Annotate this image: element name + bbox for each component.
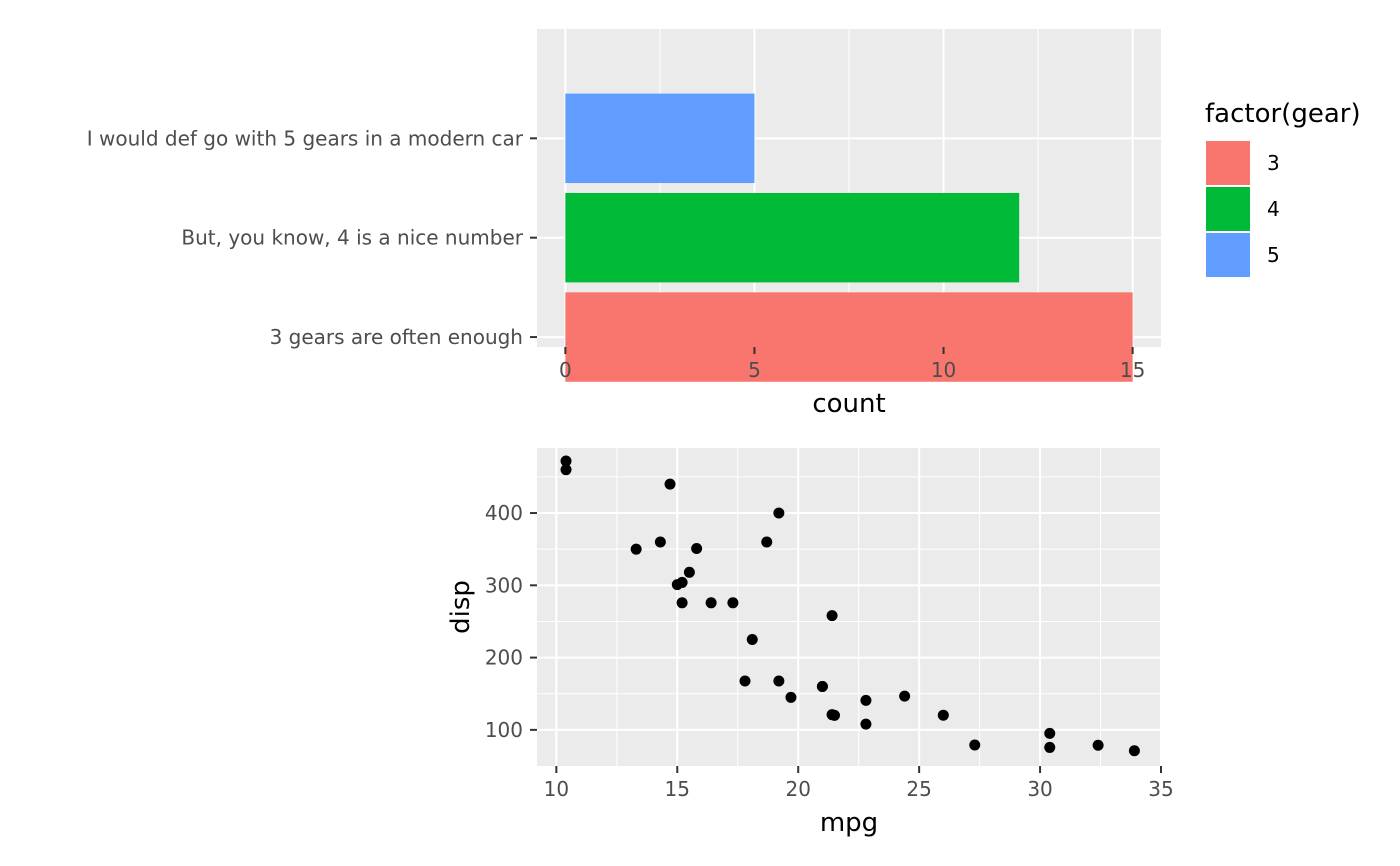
legend-label-3: 3 (1267, 151, 1280, 175)
scatter-point (773, 675, 785, 687)
scatter-point (654, 536, 666, 548)
bar-chart-x-tick-label: 10 (931, 358, 956, 382)
scatter-chart-x-tick-label: 10 (544, 777, 569, 801)
scatter-point (739, 675, 751, 687)
scatter-point (899, 690, 911, 702)
legend-title: factor(gear) (1205, 99, 1361, 129)
legend: factor(gear) 3 4 5 (1204, 99, 1361, 279)
scatter-point (705, 597, 717, 609)
scatter-point (816, 681, 828, 692)
scatter-point (860, 718, 872, 730)
scatter-chart-y-axis-title: disp (446, 580, 476, 634)
scatter-point (664, 478, 676, 490)
legend-label-5: 5 (1267, 243, 1280, 267)
scatter-chart-points (560, 455, 1140, 757)
scatter-chart: 10 15 20 25 30 35 100 200 300 400 mpg disp (446, 448, 1174, 838)
scatter-point (691, 542, 703, 554)
scatter-point (969, 739, 981, 751)
bar-chart-x-tick-label: 0 (559, 358, 572, 382)
scatter-chart-y-tick-label: 400 (485, 501, 523, 525)
scatter-point (727, 597, 739, 609)
scatter-chart-x-tick-label: 15 (665, 777, 690, 801)
scatter-point (937, 709, 949, 721)
scatter-chart-y-tick-label: 100 (485, 718, 523, 742)
legend-label-4: 4 (1267, 197, 1280, 221)
scatter-point (683, 566, 695, 578)
scatter-chart-y-tick-label: 200 (485, 646, 523, 670)
bar-gear-5 (565, 93, 755, 184)
scatter-chart-x-tick-label: 35 (1148, 777, 1173, 801)
scatter-point (746, 634, 758, 646)
scatter-point (826, 610, 838, 622)
scatter-point (761, 536, 773, 548)
scatter-point (1044, 727, 1056, 739)
bar-chart-x-tick-label: 15 (1120, 358, 1145, 382)
scatter-chart-x-tick-label: 30 (1027, 777, 1052, 801)
bar-chart-y-tick-label: 3 gears are often enough (270, 325, 523, 349)
scatter-chart-x-ticks: 10 15 20 25 30 35 (544, 766, 1174, 801)
scatter-chart-panel (537, 448, 1161, 766)
scatter-point (1128, 745, 1140, 757)
bar-chart-y-tick-label: I would def go with 5 gears in a modern … (87, 126, 524, 150)
scatter-point (860, 694, 872, 706)
scatter-chart-x-tick-label: 20 (785, 777, 810, 801)
scatter-point (676, 597, 688, 609)
scatter-chart-y-ticks: 100 200 300 400 (485, 501, 537, 742)
scatter-point (560, 464, 572, 476)
bar-gear-3 (565, 292, 1133, 382)
bar-chart: 3 gears are often enough But, you know, 4… (87, 29, 1161, 419)
bar-chart-x-tick-label: 5 (748, 358, 761, 382)
legend-key-4 (1204, 185, 1252, 233)
legend-key-5 (1204, 231, 1252, 279)
bar-chart-x-axis-title: count (812, 389, 885, 419)
bar-chart-y-ticks: 3 gears are often enough But, you know, 4… (87, 126, 537, 349)
scatter-point (1092, 739, 1104, 751)
bar-chart-bars (565, 93, 1133, 382)
scatter-chart-x-tick-label: 25 (906, 777, 931, 801)
scatter-point (826, 709, 838, 721)
scatter-chart-y-tick-label: 300 (485, 573, 523, 597)
scatter-point (773, 507, 785, 519)
scatter-point (1044, 741, 1056, 753)
bar-gear-4 (565, 192, 1020, 283)
scatter-point (671, 579, 683, 591)
legend-items: 3 4 5 (1204, 139, 1280, 279)
scatter-point (630, 543, 642, 555)
legend-key-3 (1204, 139, 1252, 187)
scatter-chart-gridlines (537, 448, 1162, 766)
bar-chart-y-tick-label: But, you know, 4 is a nice number (181, 226, 523, 250)
scatter-point (560, 455, 572, 467)
scatter-chart-x-axis-title: mpg (820, 808, 878, 838)
scatter-point (785, 691, 797, 703)
bar-chart-x-ticks: 0 5 10 15 (559, 347, 1145, 382)
